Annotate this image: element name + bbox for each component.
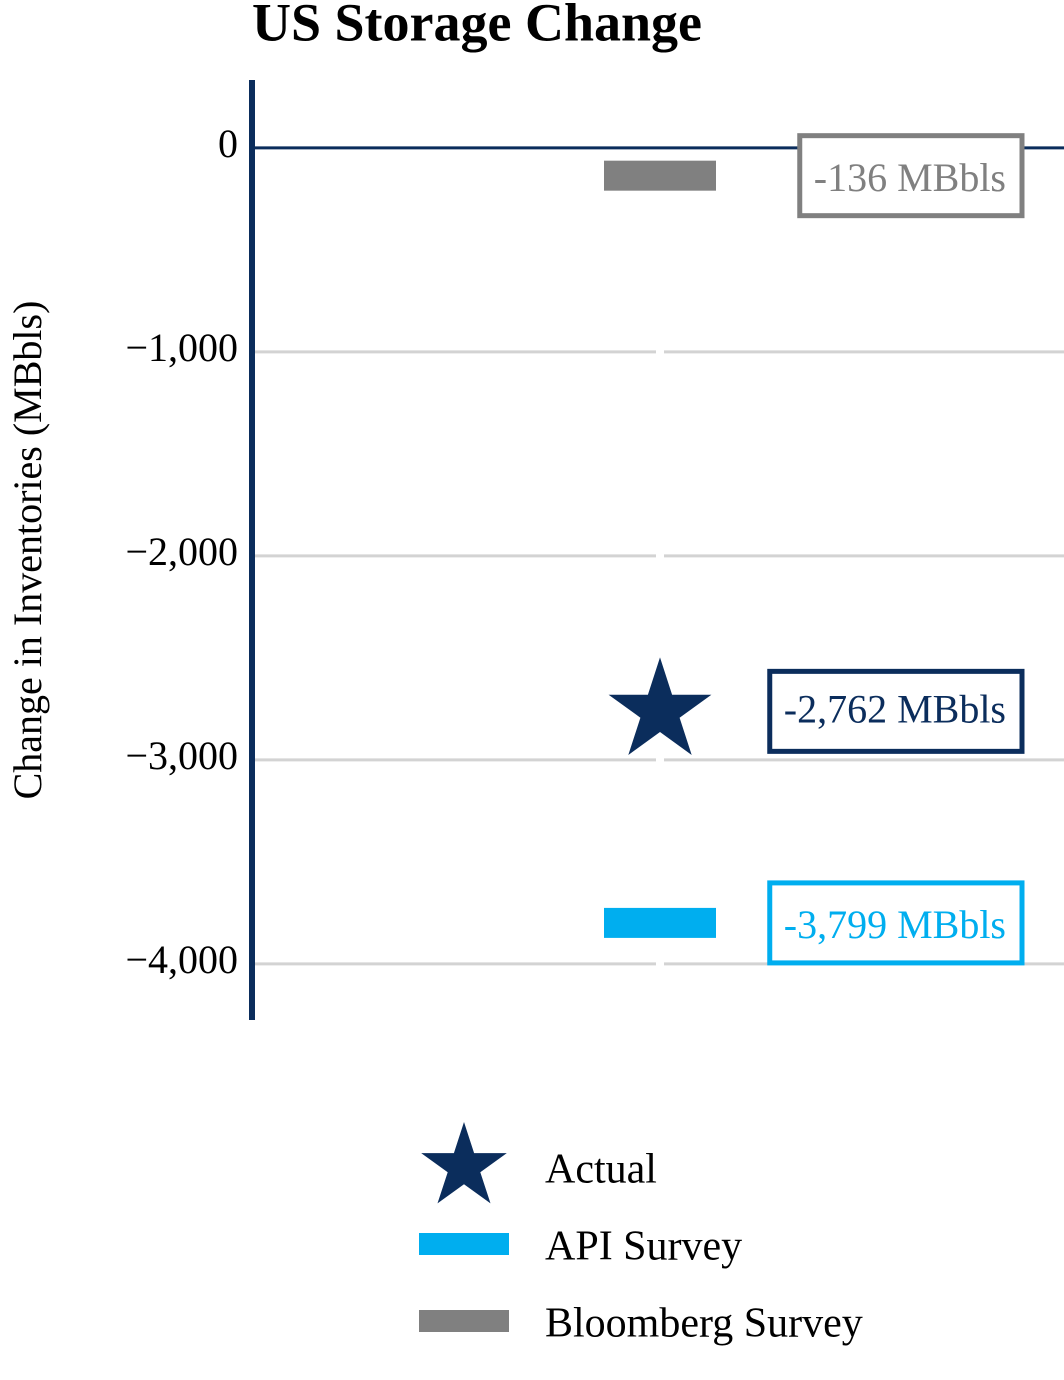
legend-label: API Survey xyxy=(545,1224,742,1270)
y-tick-label: −4,000 xyxy=(125,937,238,982)
value-label: -2,762 MBbls xyxy=(784,687,1006,732)
value-label-box xyxy=(767,668,1025,754)
data-point xyxy=(604,160,716,191)
y-tick-label: −3,000 xyxy=(125,733,238,778)
value-label-box xyxy=(767,880,1025,966)
data-point xyxy=(608,657,712,755)
value-label: -3,799 MBbls xyxy=(784,902,1006,947)
value-label: -136 MBbls xyxy=(814,155,1006,200)
legend-label: Bloomberg Survey xyxy=(545,1301,863,1347)
data-point xyxy=(604,907,716,938)
legend-marker xyxy=(421,1122,507,1204)
legend-label: Actual xyxy=(545,1147,657,1193)
y-tick-label: −1,000 xyxy=(125,325,238,370)
legend-marker xyxy=(419,1310,509,1332)
legend-marker xyxy=(419,1233,509,1255)
y-tick-label: −2,000 xyxy=(125,529,238,574)
value-label-box xyxy=(797,133,1025,219)
chart-title: US Storage Change xyxy=(252,0,702,52)
y-axis-title: Change in Inventories (MBbls) xyxy=(5,301,50,800)
y-tick-label: 0 xyxy=(218,121,238,166)
